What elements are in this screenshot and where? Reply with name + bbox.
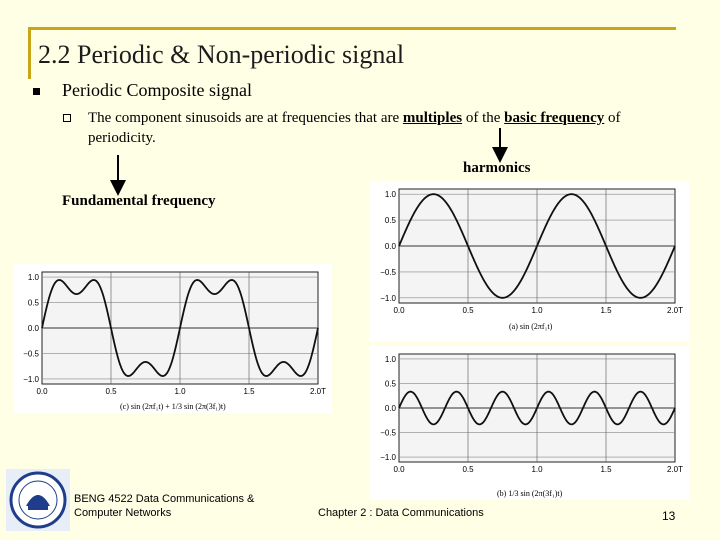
x-tick-label: 0.0	[393, 465, 405, 474]
series-line	[398, 193, 676, 299]
fundamental-signal-plot: 1.0 0.5 0.0 −0.5 −1.0 0.0 0.5 1.0 1.5 2.0T (a) sin…	[380, 188, 683, 331]
y-tick-label: −1.0	[23, 375, 39, 384]
harmonics-label: harmonics	[463, 160, 531, 176]
y-tick-label: −0.5	[23, 349, 39, 358]
y-tick-label: 0.5	[28, 299, 40, 308]
x-tick-label: 1.0	[531, 306, 543, 315]
chart-caption: (b) 1/3 sin (2π(3f₁)t)	[497, 489, 563, 498]
x-tick-label: 0.0	[393, 306, 405, 315]
title-frame-left	[28, 27, 31, 79]
third-harmonic-signal-plot: 1.0 0.5 0.0 −0.5 −1.0 0.0 0.5 1.0 1.5 2.0T (b) 1/3…	[380, 353, 683, 498]
third-harmonic-signal-chart: 1.0 0.5 0.0 −0.5 −1.0 0.0 0.5 1.0 1.5 2.0T (b) 1/3…	[369, 346, 689, 500]
series-line	[398, 390, 676, 426]
sub-bullet-suffix: of periodicity.	[88, 110, 621, 146]
composite-signal-plot: 1.0 0.5 0.0 −0.5 −1.0 0.0 0.5 1.0 1.5 2.0T (c) sin…	[23, 271, 326, 411]
x-tick-label: 0.5	[105, 387, 117, 396]
y-tick-label: 1.0	[385, 190, 397, 199]
x-tick-label: 1.5	[600, 465, 612, 474]
footer-course: BENG 4522 Data Communications & Computer …	[74, 492, 254, 520]
y-tick-label: 1.0	[28, 273, 40, 282]
sub-bullet-square-icon	[63, 114, 71, 122]
series-line	[41, 279, 319, 377]
y-tick-label: 0.0	[28, 324, 40, 333]
x-tick-label: 2.0T	[667, 306, 683, 315]
x-tick-label: 1.0	[174, 387, 186, 396]
sub-bullet-prefix: The component sinusoids are at frequenci…	[88, 110, 400, 126]
x-tick-label: 1.0	[531, 465, 543, 474]
y-tick-label: 0.0	[385, 242, 397, 251]
y-tick-label: −0.5	[380, 268, 396, 277]
y-tick-label: 1.0	[385, 355, 397, 364]
bullet-square-icon	[33, 88, 40, 95]
footer-chapter: Chapter 2 : Data Communications	[318, 507, 484, 519]
fundamental-signal-chart: 1.0 0.5 0.0 −0.5 −1.0 0.0 0.5 1.0 1.5 2.0T (a) sin…	[369, 181, 689, 341]
y-tick-label: 0.5	[385, 379, 397, 388]
bullet-periodic-composite: Periodic Composite signal	[62, 80, 252, 100]
fundamental-frequency-label: Fundamental frequency	[62, 193, 216, 209]
title-frame-top	[28, 27, 676, 30]
slide-title: 2.2 Periodic & Non-periodic signal	[38, 40, 405, 69]
y-tick-label: −0.5	[380, 429, 396, 438]
x-tick-label: 2.0T	[310, 387, 326, 396]
x-tick-label: 1.5	[243, 387, 255, 396]
y-tick-label: −1.0	[380, 294, 396, 303]
multiples-keyword: multiples	[402, 110, 463, 126]
x-tick-label: 0.5	[462, 306, 474, 315]
basic-frequency-keyword: basic frequency	[504, 110, 605, 126]
y-tick-label: −1.0	[380, 453, 396, 462]
page-number: 13	[662, 509, 676, 523]
footer-course-line2: Computer Networks	[74, 507, 172, 519]
y-tick-label: 0.0	[385, 404, 397, 413]
chart-caption: (c) sin (2πf₁t) + 1/3 sin (2π(3f₁)t)	[120, 402, 226, 411]
footer-course-line1: BENG 4522 Data Communications &	[74, 493, 255, 505]
y-tick-label: 0.5	[385, 216, 397, 225]
x-tick-label: 1.5	[600, 306, 612, 315]
bullet-component-sinusoids: The component sinusoids are at frequenci…	[88, 108, 648, 148]
sub-bullet-middle: of the	[465, 110, 501, 126]
chart-caption: (a) sin (2πf₁t)	[509, 322, 553, 331]
composite-signal-chart: 1.0 0.5 0.0 −0.5 −1.0 0.0 0.5 1.0 1.5 2.0T (c) sin…	[14, 264, 332, 414]
x-tick-label: 2.0T	[667, 465, 683, 474]
x-tick-label: 0.0	[36, 387, 48, 396]
university-seal-icon	[6, 469, 70, 531]
x-tick-label: 0.5	[462, 465, 474, 474]
